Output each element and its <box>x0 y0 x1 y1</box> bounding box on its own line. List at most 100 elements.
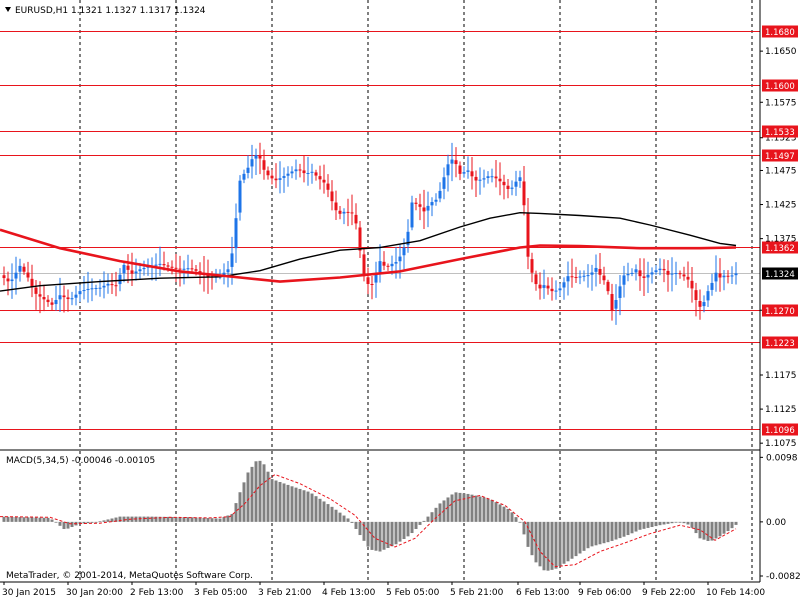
candle-bull <box>702 302 706 307</box>
macd-bar <box>230 513 234 522</box>
candle-bear <box>166 265 170 267</box>
candle-bull <box>730 275 734 277</box>
macd-bar <box>354 521 358 529</box>
macd-signal-line <box>0 473 737 568</box>
time-tick-label: 4 Feb 13:00 <box>322 588 376 598</box>
time-tick-label: 2 Feb 13:00 <box>130 588 184 598</box>
level-tags: 1.1680 1.1600 1.1533 1.1497 1.1362 1.1270 1.12… <box>762 25 798 436</box>
macd-bar <box>10 516 14 522</box>
macd-bar <box>734 521 738 525</box>
level-tag-label: 1.1096 <box>765 426 795 436</box>
macd-bar <box>30 517 34 522</box>
candle-bear <box>194 269 198 271</box>
candle-bull <box>98 287 102 289</box>
macd-bar <box>702 521 706 540</box>
macd-bar <box>242 482 246 522</box>
candle-bear <box>266 170 270 176</box>
candle-bull <box>310 171 314 173</box>
macd-bar <box>562 521 566 564</box>
candle-bull <box>658 268 662 271</box>
macd-bar <box>586 521 590 549</box>
macd-bar <box>22 517 26 522</box>
macd-bar <box>194 517 198 522</box>
candle-bull <box>590 272 594 275</box>
candle-bull <box>398 256 402 262</box>
candle-bull <box>118 274 122 285</box>
candle-bear <box>366 277 370 284</box>
macd-bar <box>182 517 186 522</box>
macd-bar <box>166 516 170 522</box>
candle-bull <box>78 291 82 295</box>
candle-bear <box>22 266 26 272</box>
candle-bear <box>302 170 306 174</box>
candle-bear <box>38 294 42 297</box>
candle-bear <box>2 275 6 279</box>
candle-bull <box>230 253 234 267</box>
time-tick-label: 5 Feb 05:00 <box>386 588 440 598</box>
candle-bear <box>198 271 202 273</box>
time-tick-label: 3 Feb 21:00 <box>258 588 312 598</box>
candle-bear <box>110 284 114 286</box>
macd-bar <box>78 521 82 524</box>
level-tag-label: 1.1270 <box>765 307 795 317</box>
macd-bar <box>486 498 490 522</box>
macd-bar <box>402 521 406 539</box>
candle-bear <box>66 297 70 300</box>
macd-bar <box>638 521 642 530</box>
candle-bear <box>530 259 534 273</box>
macd-bar <box>726 521 730 532</box>
macd-bar <box>102 520 106 522</box>
macd-bar <box>38 517 42 522</box>
macd-bar <box>718 521 722 537</box>
candle-bull <box>510 187 514 189</box>
macd-bar <box>730 521 734 529</box>
candle-bull <box>554 290 558 292</box>
candle-bull <box>406 231 410 246</box>
macd-bar <box>646 521 650 528</box>
macd-bar <box>26 517 30 522</box>
macd-bar <box>706 521 710 541</box>
macd-bar <box>298 488 302 522</box>
candle-bull <box>138 269 142 272</box>
macd-bar <box>650 521 654 528</box>
macd-bar <box>550 521 554 570</box>
macd-bar <box>394 521 398 545</box>
macd-bar <box>390 521 394 547</box>
macd-bar <box>714 521 718 539</box>
candle-bull <box>134 271 138 274</box>
candle-bull <box>614 300 618 309</box>
macd-bar <box>94 521 98 523</box>
macd-bar <box>126 516 130 522</box>
macd-bar <box>226 515 230 522</box>
candle-bull <box>238 180 242 213</box>
macd-bar <box>58 521 62 526</box>
candle-bull <box>462 172 466 174</box>
candle-bear <box>414 202 418 204</box>
macd-bar <box>170 516 174 522</box>
candle-bear <box>386 265 390 267</box>
candle-bear <box>694 290 698 300</box>
candle-bear <box>682 274 686 277</box>
macd-tick-label: 0.00 <box>766 518 786 528</box>
candle-bear <box>350 212 354 214</box>
candle-bear <box>470 171 474 177</box>
candle-bear <box>274 178 278 181</box>
macd-bar <box>122 516 126 522</box>
macd-bar <box>114 517 118 522</box>
macd-bar <box>450 494 454 522</box>
candle-bull <box>670 273 674 275</box>
candle-bull <box>634 269 638 273</box>
collapse-arrow-icon[interactable] <box>5 7 11 12</box>
candle-bull <box>122 264 126 274</box>
macd-bar <box>566 521 570 562</box>
macd-header: MACD(5,34,5) -0.00046 -0.00105 <box>6 456 155 466</box>
macd-bar <box>162 516 166 522</box>
candle-bear <box>190 268 194 270</box>
macd-bar <box>574 521 578 557</box>
macd-bar <box>630 521 634 534</box>
candle-bear <box>534 274 538 285</box>
macd-bar <box>678 521 682 523</box>
candle-bull <box>390 263 394 267</box>
